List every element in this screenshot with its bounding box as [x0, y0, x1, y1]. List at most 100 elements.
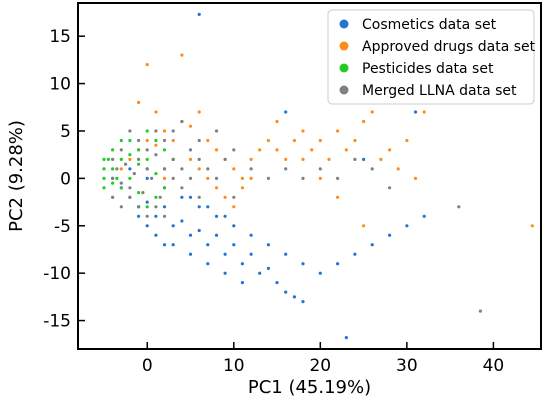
- plot-frame: [77, 2, 542, 350]
- point-3-18: [154, 205, 158, 209]
- point-1-47: [413, 176, 418, 180]
- point-1-25: [344, 148, 348, 152]
- point-3-53: [197, 138, 201, 143]
- point-3-30: [223, 157, 227, 161]
- point-3-25: [188, 148, 193, 152]
- legend-box: [327, 9, 535, 105]
- point-2-14: [145, 205, 149, 209]
- point-2-6: [137, 162, 141, 166]
- point-0-5: [162, 205, 167, 209]
- point-0-33: [284, 252, 288, 256]
- point-0-34: [301, 262, 305, 266]
- point-1-40: [223, 195, 227, 199]
- point-1-17: [275, 148, 279, 152]
- point-1-24: [336, 129, 340, 133]
- y-axis-ticks: -15 -10 -5 0 5 10 15: [43, 27, 85, 332]
- point-3-50: [154, 129, 158, 133]
- point-0-11: [214, 233, 219, 237]
- point-3-8: [145, 167, 149, 171]
- point-1-37: [197, 167, 201, 171]
- point-2-15: [154, 195, 158, 199]
- legend-marker-2: [339, 63, 349, 73]
- y-tick-label-1: -10: [43, 264, 71, 284]
- point-1-27: [362, 119, 366, 124]
- point-0-16: [258, 271, 262, 275]
- x-tick-label-1: 10: [223, 356, 245, 376]
- point-3-17: [145, 148, 149, 152]
- point-0-18: [275, 281, 279, 285]
- point-3-7: [141, 191, 145, 195]
- legend-label-1: Approved drugs data set: [362, 39, 536, 55]
- point-3-29: [214, 176, 219, 180]
- point-0-7: [180, 219, 184, 223]
- point-2-24: [154, 138, 158, 143]
- point-2-10: [111, 181, 115, 185]
- point-1-10: [214, 148, 219, 152]
- point-0-40: [405, 224, 409, 228]
- point-0-57: [223, 214, 227, 218]
- point-1-14: [249, 157, 253, 161]
- point-1-9: [206, 138, 210, 143]
- point-0-28: [197, 205, 201, 209]
- y-tick-label-4: 5: [60, 122, 71, 142]
- point-2-27: [119, 157, 123, 161]
- point-1-26: [353, 138, 357, 143]
- point-3-23: [180, 186, 184, 190]
- point-1-36: [188, 157, 193, 161]
- point-0-46: [240, 281, 244, 285]
- point-1-19: [292, 138, 296, 143]
- point-1-29: [379, 157, 383, 161]
- point-0-43: [188, 252, 193, 256]
- point-3-40: [370, 167, 374, 171]
- point-2-9: [102, 186, 106, 190]
- point-2-1: [106, 157, 110, 161]
- point-2-19: [111, 167, 115, 171]
- point-2-5: [128, 153, 132, 157]
- point-3-52: [180, 119, 184, 124]
- point-3-51: [128, 129, 132, 133]
- point-1-30: [388, 148, 392, 152]
- point-0-30: [232, 224, 236, 228]
- y-tick-label-3: 0: [60, 169, 71, 189]
- point-2-2: [111, 148, 115, 152]
- point-3-24: [188, 176, 193, 180]
- point-3-9: [150, 176, 154, 180]
- point-0-48: [284, 110, 288, 114]
- point-2-4: [119, 186, 123, 190]
- point-0-17: [266, 266, 270, 270]
- point-1-32: [405, 138, 409, 143]
- legend: Cosmetics data set Approved drugs data se…: [327, 9, 536, 105]
- point-1-2: [145, 138, 149, 143]
- point-0-44: [206, 262, 210, 266]
- point-1-12: [232, 167, 236, 171]
- point-3-13: [111, 157, 115, 161]
- point-0-14: [240, 262, 244, 266]
- point-3-26: [197, 157, 201, 161]
- point-1-46: [362, 224, 366, 228]
- point-1-3: [154, 143, 158, 147]
- y-tick-label-0: -15: [43, 312, 71, 332]
- y-axis-title: PC2 (9.28%): [6, 120, 27, 232]
- point-1-48: [530, 224, 534, 228]
- point-3-46: [137, 138, 141, 143]
- point-3-12: [162, 167, 167, 171]
- point-1-13: [240, 176, 244, 180]
- point-1-51: [119, 167, 123, 171]
- point-3-42: [457, 205, 461, 209]
- point-0-51: [154, 233, 158, 237]
- point-3-1: [115, 167, 119, 171]
- point-0-53: [145, 224, 149, 228]
- point-1-31: [396, 167, 400, 171]
- point-0-54: [137, 214, 141, 218]
- point-0-39: [388, 233, 392, 237]
- point-1-7: [188, 124, 193, 128]
- point-2-21: [145, 157, 149, 161]
- point-3-47: [145, 214, 149, 218]
- point-2-8: [154, 172, 158, 176]
- point-3-35: [284, 167, 288, 171]
- point-3-48: [162, 214, 167, 218]
- x-axis-title: PC1 (45.19%): [248, 377, 371, 398]
- point-0-27: [180, 195, 184, 199]
- point-3-44: [111, 195, 115, 199]
- y-tick-label-5: 10: [49, 75, 71, 95]
